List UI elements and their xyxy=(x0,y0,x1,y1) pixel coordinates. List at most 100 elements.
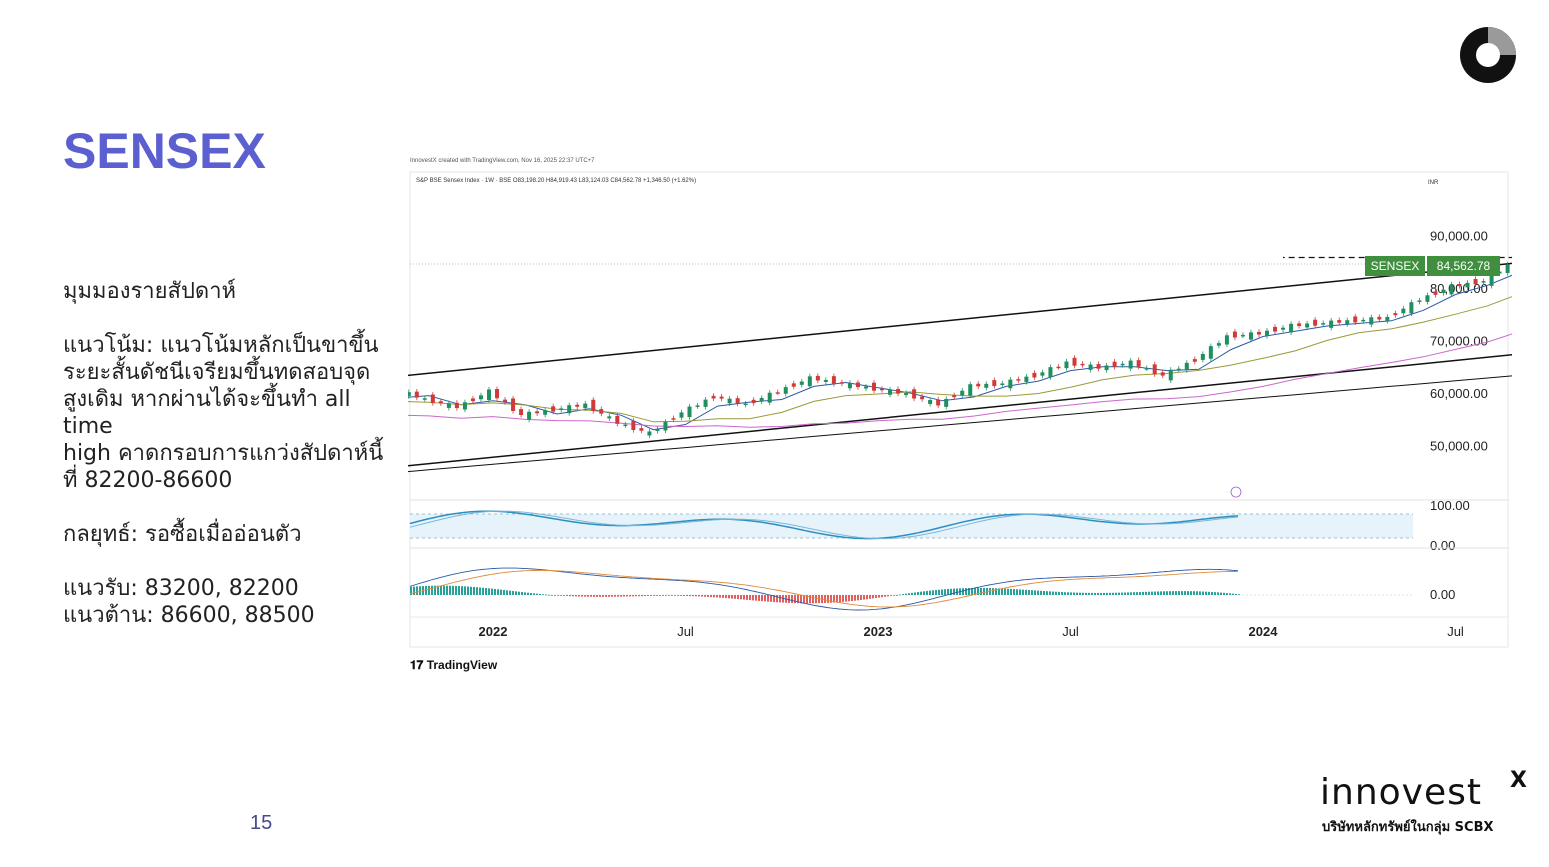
candle-down xyxy=(871,382,876,391)
macd-hist-bar xyxy=(884,595,886,597)
symbol-line: S&P BSE Sensex Index · 1W · BSE O83,198.… xyxy=(416,178,696,184)
macd-hist-bar xyxy=(1205,591,1207,595)
macd-hist-bar xyxy=(1091,592,1093,595)
candle-down xyxy=(1136,360,1141,367)
view-line: แนวต้าน: 86600, 88500 xyxy=(63,603,315,628)
candle-down xyxy=(599,409,604,414)
x-tick-label: Jul xyxy=(1447,624,1464,639)
candle-up xyxy=(1176,368,1181,371)
macd-hist-bar xyxy=(1040,590,1042,595)
macd-hist-bar xyxy=(1016,589,1018,595)
macd-hist-bar xyxy=(518,591,520,595)
macd-hist-bar xyxy=(554,595,556,596)
candle-up xyxy=(968,384,973,396)
macd-hist-bar xyxy=(1037,590,1039,595)
candle-down xyxy=(535,411,540,414)
macd-hist-bar xyxy=(1061,592,1063,595)
macd-hist-bar xyxy=(500,589,502,595)
macd-hist-bar xyxy=(1028,590,1030,595)
macd-hist-bar xyxy=(1118,592,1120,595)
macd-hist-bar xyxy=(791,595,793,604)
macd-hist-bar xyxy=(497,589,499,595)
x-tick-label: 2024 xyxy=(1249,624,1279,639)
y-tick-label: 60,000.00 xyxy=(1430,386,1488,401)
candle-up xyxy=(1144,368,1149,370)
macd-hist-bar xyxy=(1121,592,1123,595)
candle-down xyxy=(1377,316,1382,320)
candle-up xyxy=(888,389,893,395)
macd-hist-bar xyxy=(779,595,781,603)
macd-hist-bar xyxy=(992,588,994,595)
stoch-k-line xyxy=(409,510,1239,540)
view-line: สูงเดิม หากผ่านได้จะขึ้นทำ all time xyxy=(63,387,351,439)
macd-hist-bar xyxy=(977,587,979,595)
macd-hist-bar xyxy=(920,591,922,595)
macd-hist-bar xyxy=(737,595,739,600)
candle-up xyxy=(1088,364,1093,370)
candle-up xyxy=(663,421,668,431)
candle-up xyxy=(1417,300,1422,302)
macd-hist-bar xyxy=(1085,592,1087,595)
macd-hist-bar xyxy=(503,589,505,595)
text-gap xyxy=(63,494,403,521)
macd-hist-bar xyxy=(533,593,535,595)
macd-hist-bar xyxy=(434,585,436,595)
stoch-tick-label: 100.00 xyxy=(1430,498,1470,513)
macd-hist-bar xyxy=(974,587,976,595)
macd-hist-bar xyxy=(1142,591,1144,595)
macd-hist-bar xyxy=(1148,591,1150,595)
macd-hist-bar xyxy=(614,595,616,597)
candle-up xyxy=(527,411,532,420)
candle-up xyxy=(655,429,660,432)
macd-hist-bar xyxy=(626,595,628,597)
macd-hist-bar xyxy=(923,591,925,595)
macd-hist-bar xyxy=(770,595,772,602)
macd-hist-bar xyxy=(983,587,985,595)
view-line: แนวโน้ม: แนวโน้มหลักเป็นขาขึ้น xyxy=(63,333,379,358)
macd-hist-bar xyxy=(917,592,919,595)
macd-hist-bar xyxy=(752,595,754,601)
candle-down xyxy=(615,415,620,424)
candle-down xyxy=(1192,359,1197,362)
macd-hist-bar xyxy=(908,593,910,595)
lower-channel-line xyxy=(408,354,1512,467)
macd-hist-bar xyxy=(1109,592,1111,595)
macd-hist-bar xyxy=(875,595,877,599)
macd-hist-bar xyxy=(596,595,598,597)
macd-hist-bar xyxy=(1166,591,1168,595)
candle-down xyxy=(1313,319,1318,326)
candle-down xyxy=(896,389,901,394)
brand-logo: innovest X บริษัทหลักทรัพย์ในกลุ่ม SCBX xyxy=(1318,768,1528,840)
macd-hist-bar xyxy=(1013,589,1015,595)
ring-logo-icon xyxy=(1460,27,1516,83)
ma-200-line xyxy=(408,375,1512,473)
macd-hist-bar xyxy=(482,587,484,595)
macd-hist-bar xyxy=(806,595,808,604)
macd-hist-bar xyxy=(1019,589,1021,595)
macd-hist-bar xyxy=(767,595,769,602)
macd-hist-bar xyxy=(980,587,982,595)
macd-hist-bar xyxy=(566,595,568,597)
macd-hist-bar xyxy=(680,595,682,596)
macd-hist-bar xyxy=(836,595,838,603)
candle-up xyxy=(623,424,628,427)
macd-hist-bar xyxy=(1034,590,1036,595)
macd-hist-bar xyxy=(872,595,874,599)
macd-hist-bar xyxy=(797,595,799,604)
candle-down xyxy=(414,391,419,398)
brand-name: innovest xyxy=(1320,772,1482,813)
macd-hist-bar xyxy=(731,595,733,599)
tv-mark: 𝟏𝟕 xyxy=(410,658,427,672)
macd-hist-bar xyxy=(1004,588,1006,595)
candle-up xyxy=(960,390,965,396)
candle-up xyxy=(1168,369,1173,381)
macd-hist-bar xyxy=(1097,592,1099,595)
macd-hist-bar xyxy=(938,589,940,595)
macd-hist-bar xyxy=(632,595,634,597)
macd-hist-bar xyxy=(1046,591,1048,595)
view-line: กลยุทธ์: รอซื้อเมื่ออ่อนตัว xyxy=(63,522,302,547)
y-tick-label: 70,000.00 xyxy=(1430,334,1488,349)
macd-hist-bar xyxy=(509,590,511,595)
macd-hist-bar xyxy=(839,595,841,603)
macd-hist-bar xyxy=(1100,592,1102,595)
